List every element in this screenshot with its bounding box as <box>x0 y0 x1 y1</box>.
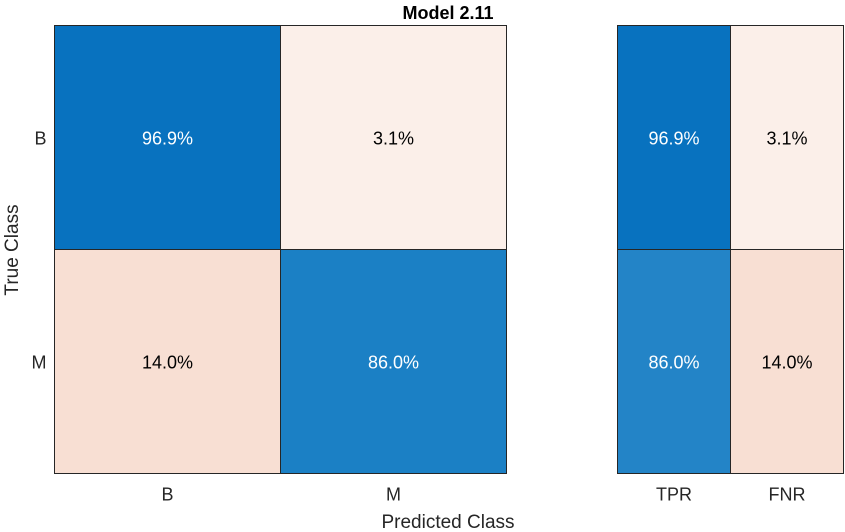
heatmap-cell <box>280 249 507 474</box>
heatmap-cell <box>54 25 281 250</box>
x-axis-label: Predicted Class <box>381 512 514 532</box>
chart-title: Model 2.11 <box>402 3 493 23</box>
column-tick-label: M <box>386 485 401 505</box>
heatmap-cell <box>617 25 731 250</box>
heatmap-cell <box>54 249 281 474</box>
heatmap-cell <box>280 25 507 250</box>
column-tick-label: B <box>161 485 173 505</box>
cell-value-label: 86.0% <box>368 353 419 373</box>
column-tick-label: TPR <box>656 485 692 505</box>
cell-value-label: 14.0% <box>761 353 812 373</box>
heatmap-cell <box>730 25 844 250</box>
cell-value-label: 86.0% <box>648 353 699 373</box>
row-tick-label: B <box>34 129 46 149</box>
cell-value-label: 96.9% <box>142 129 193 149</box>
row-tick-label: M <box>32 353 47 373</box>
confusion-matrix: 96.9% 3.1% 14.0% 86.0% B M B M <box>32 25 507 505</box>
cell-value-label: 14.0% <box>142 353 193 373</box>
rate-summary-matrix: 96.9% 3.1% 86.0% 14.0% TPR FNR <box>617 25 844 505</box>
column-tick-label: FNR <box>769 485 806 505</box>
heatmap-cell <box>730 249 844 474</box>
cell-value-label: 3.1% <box>766 129 807 149</box>
cell-value-label: 96.9% <box>648 129 699 149</box>
cell-value-label: 3.1% <box>373 129 414 149</box>
y-axis-label: True Class <box>2 204 23 295</box>
heatmap-cell <box>617 249 731 474</box>
